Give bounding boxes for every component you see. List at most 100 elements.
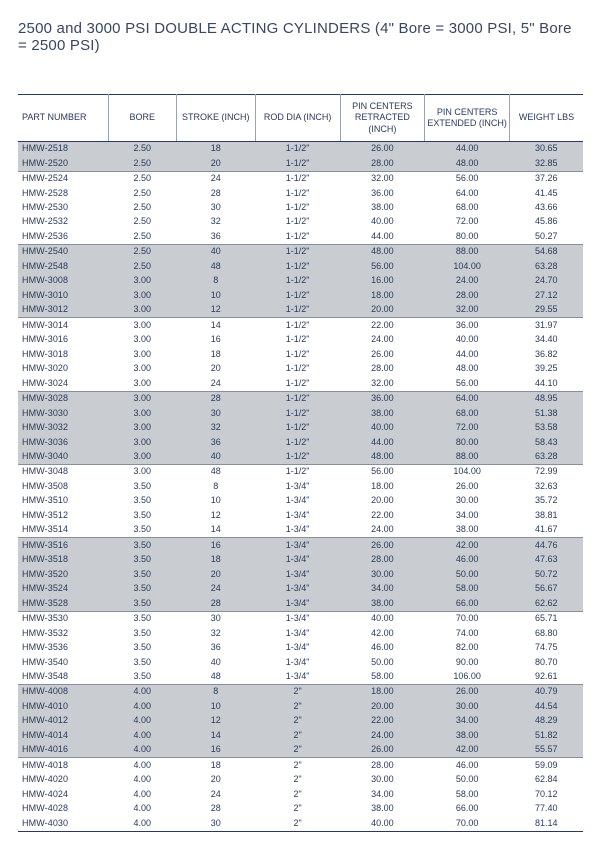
table-cell: 20.00 — [340, 494, 425, 508]
table-cell: 104.00 — [425, 465, 510, 480]
table-cell: 48.95 — [510, 391, 583, 406]
table-cell: HMW-3030 — [18, 406, 108, 420]
table-row: HMW-35483.50481-3/4"58.00106.0092.61 — [18, 670, 583, 685]
table-cell: 42.00 — [425, 743, 510, 758]
table-cell: 1-1/2" — [255, 288, 340, 302]
table-cell: 22.00 — [340, 318, 425, 333]
table-cell: 72.00 — [425, 215, 510, 229]
table-row: HMW-35183.50181-3/4"28.0046.0047.63 — [18, 553, 583, 567]
table-cell: 24.00 — [340, 333, 425, 347]
table-cell: 56.00 — [425, 171, 510, 186]
table-cell: 4.00 — [108, 773, 176, 787]
table-row: HMW-25402.50401-1/2"48.0088.0054.68 — [18, 245, 583, 260]
table-cell: 48 — [176, 670, 255, 685]
table-row: HMW-25202.50201-1/2"28.0048.0032.85 — [18, 156, 583, 171]
table-cell: 1-3/4" — [255, 655, 340, 669]
table-cell: 20 — [176, 567, 255, 581]
table-cell: 20.00 — [340, 303, 425, 318]
table-cell: 32.00 — [340, 171, 425, 186]
table-cell: HMW-3514 — [18, 523, 108, 538]
table-cell: HMW-3524 — [18, 582, 108, 596]
table-cell: 35.72 — [510, 494, 583, 508]
table-cell: 1-1/2" — [255, 347, 340, 361]
table-cell: 1-3/4" — [255, 596, 340, 611]
table-cell: HMW-3516 — [18, 538, 108, 553]
table-cell: 18.00 — [340, 685, 425, 700]
table-cell: 20.00 — [340, 700, 425, 714]
table-cell: 3.00 — [108, 435, 176, 449]
table-cell: 36.00 — [340, 391, 425, 406]
table-cell: HMW-3530 — [18, 611, 108, 626]
table-cell: 18.00 — [340, 288, 425, 302]
table-row: HMW-25362.50361-1/2"44.0080.0050.27 — [18, 230, 583, 245]
table-cell: 90.00 — [425, 655, 510, 669]
table-row: HMW-30123.00121-1/2"20.0032.0029.55 — [18, 303, 583, 318]
table-cell: HMW-3016 — [18, 333, 108, 347]
table-cell: 1-3/4" — [255, 626, 340, 640]
table-cell: 40.00 — [425, 333, 510, 347]
page-title: 2500 and 3000 PSI DOUBLE ACTING CYLINDER… — [18, 20, 583, 54]
table-cell: 32 — [176, 421, 255, 435]
table-cell: 38.00 — [425, 523, 510, 538]
table-cell: HMW-3520 — [18, 567, 108, 581]
table-cell: 1-1/2" — [255, 318, 340, 333]
table-cell: 4.00 — [108, 743, 176, 758]
table-cell: HMW-3048 — [18, 465, 108, 480]
table-cell: 3.00 — [108, 465, 176, 480]
table-cell: 3.00 — [108, 347, 176, 361]
table-cell: 1-1/2" — [255, 215, 340, 229]
table-row: HMW-30283.00281-1/2"36.0064.0048.95 — [18, 391, 583, 406]
table-cell: 18 — [176, 141, 255, 156]
table-cell: 30 — [176, 201, 255, 215]
table-cell: HMW-2518 — [18, 141, 108, 156]
table-cell: 70.00 — [425, 816, 510, 831]
table-cell: 1-1/2" — [255, 201, 340, 215]
table-cell: HMW-3532 — [18, 626, 108, 640]
table-cell: 62.62 — [510, 596, 583, 611]
table-cell: 4.00 — [108, 787, 176, 801]
table-cell: 1-1/2" — [255, 303, 340, 318]
table-cell: 3.50 — [108, 641, 176, 655]
table-cell: 37.26 — [510, 171, 583, 186]
table-cell: 1-3/4" — [255, 494, 340, 508]
table-cell: 1-3/4" — [255, 523, 340, 538]
table-cell: 24 — [176, 376, 255, 391]
table-cell: 47.63 — [510, 553, 583, 567]
table-cell: 51.38 — [510, 406, 583, 420]
table-cell: HMW-2540 — [18, 245, 108, 260]
table-cell: 32.00 — [340, 376, 425, 391]
table-cell: 26.00 — [340, 743, 425, 758]
cylinder-spec-table: PART NUMBER BORE STROKE (INCH) ROD DIA (… — [18, 94, 583, 832]
table-cell: 63.28 — [510, 260, 583, 274]
table-cell: 2" — [255, 714, 340, 728]
table-cell: 24.00 — [340, 523, 425, 538]
table-cell: 80.70 — [510, 655, 583, 669]
table-cell: 30.00 — [425, 494, 510, 508]
table-cell: 44.00 — [425, 141, 510, 156]
table-cell: 2.50 — [108, 156, 176, 171]
table-cell: 16.00 — [340, 274, 425, 288]
table-cell: 38.00 — [340, 406, 425, 420]
table-cell: 26.00 — [425, 685, 510, 700]
table-cell: 3.50 — [108, 567, 176, 581]
table-cell: 24 — [176, 171, 255, 186]
table-cell: 8 — [176, 274, 255, 288]
table-cell: HMW-3010 — [18, 288, 108, 302]
table-row: HMW-30163.00161-1/2"24.0040.0034.40 — [18, 333, 583, 347]
table-cell: HMW-4020 — [18, 773, 108, 787]
table-cell: HMW-3548 — [18, 670, 108, 685]
table-row: HMW-40164.00162"26.0042.0055.57 — [18, 743, 583, 758]
table-cell: 30.00 — [425, 700, 510, 714]
table-cell: HMW-3508 — [18, 480, 108, 494]
table-row: HMW-30203.00201-1/2"28.0048.0039.25 — [18, 362, 583, 376]
table-row: HMW-40104.00102"20.0030.0044.54 — [18, 700, 583, 714]
table-cell: HMW-3536 — [18, 641, 108, 655]
table-cell: 1-1/2" — [255, 465, 340, 480]
table-cell: 42.00 — [425, 538, 510, 553]
table-cell: 88.00 — [425, 450, 510, 465]
table-cell: 18 — [176, 758, 255, 773]
table-cell: 29.55 — [510, 303, 583, 318]
table-cell: 48.00 — [425, 362, 510, 376]
table-cell: 1-3/4" — [255, 538, 340, 553]
table-row: HMW-30323.00321-1/2"40.0072.0053.58 — [18, 421, 583, 435]
